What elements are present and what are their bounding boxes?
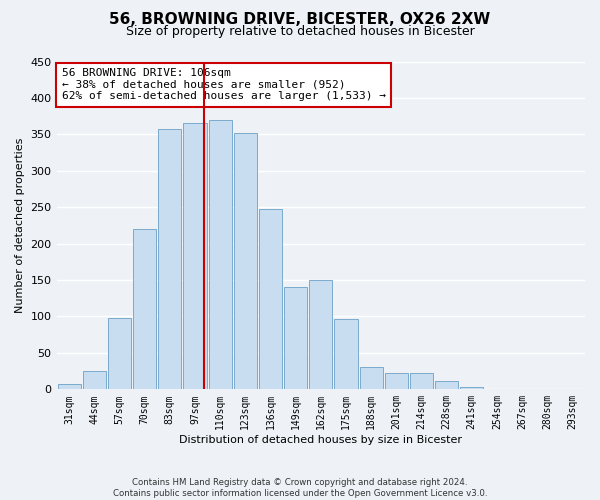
Bar bbox=[284, 288, 307, 390]
Bar bbox=[561, 388, 584, 390]
Text: 56 BROWNING DRIVE: 106sqm
← 38% of detached houses are smaller (952)
62% of semi: 56 BROWNING DRIVE: 106sqm ← 38% of detac… bbox=[62, 68, 386, 102]
Bar bbox=[460, 387, 484, 390]
Text: Size of property relative to detached houses in Bicester: Size of property relative to detached ho… bbox=[125, 25, 475, 38]
Bar bbox=[511, 388, 533, 390]
Bar bbox=[184, 124, 206, 390]
Bar bbox=[435, 382, 458, 390]
Bar bbox=[385, 374, 408, 390]
X-axis label: Distribution of detached houses by size in Bicester: Distribution of detached houses by size … bbox=[179, 435, 462, 445]
Y-axis label: Number of detached properties: Number of detached properties bbox=[15, 138, 25, 313]
Bar bbox=[536, 388, 559, 390]
Bar bbox=[108, 318, 131, 390]
Bar bbox=[485, 388, 508, 390]
Bar bbox=[133, 229, 156, 390]
Text: 56, BROWNING DRIVE, BICESTER, OX26 2XW: 56, BROWNING DRIVE, BICESTER, OX26 2XW bbox=[109, 12, 491, 28]
Bar bbox=[334, 320, 358, 390]
Bar bbox=[58, 384, 80, 390]
Bar bbox=[83, 371, 106, 390]
Bar bbox=[410, 374, 433, 390]
Bar bbox=[234, 133, 257, 390]
Bar bbox=[309, 280, 332, 390]
Bar bbox=[158, 128, 181, 390]
Bar bbox=[259, 208, 282, 390]
Bar bbox=[359, 368, 383, 390]
Text: Contains HM Land Registry data © Crown copyright and database right 2024.
Contai: Contains HM Land Registry data © Crown c… bbox=[113, 478, 487, 498]
Bar bbox=[209, 120, 232, 390]
